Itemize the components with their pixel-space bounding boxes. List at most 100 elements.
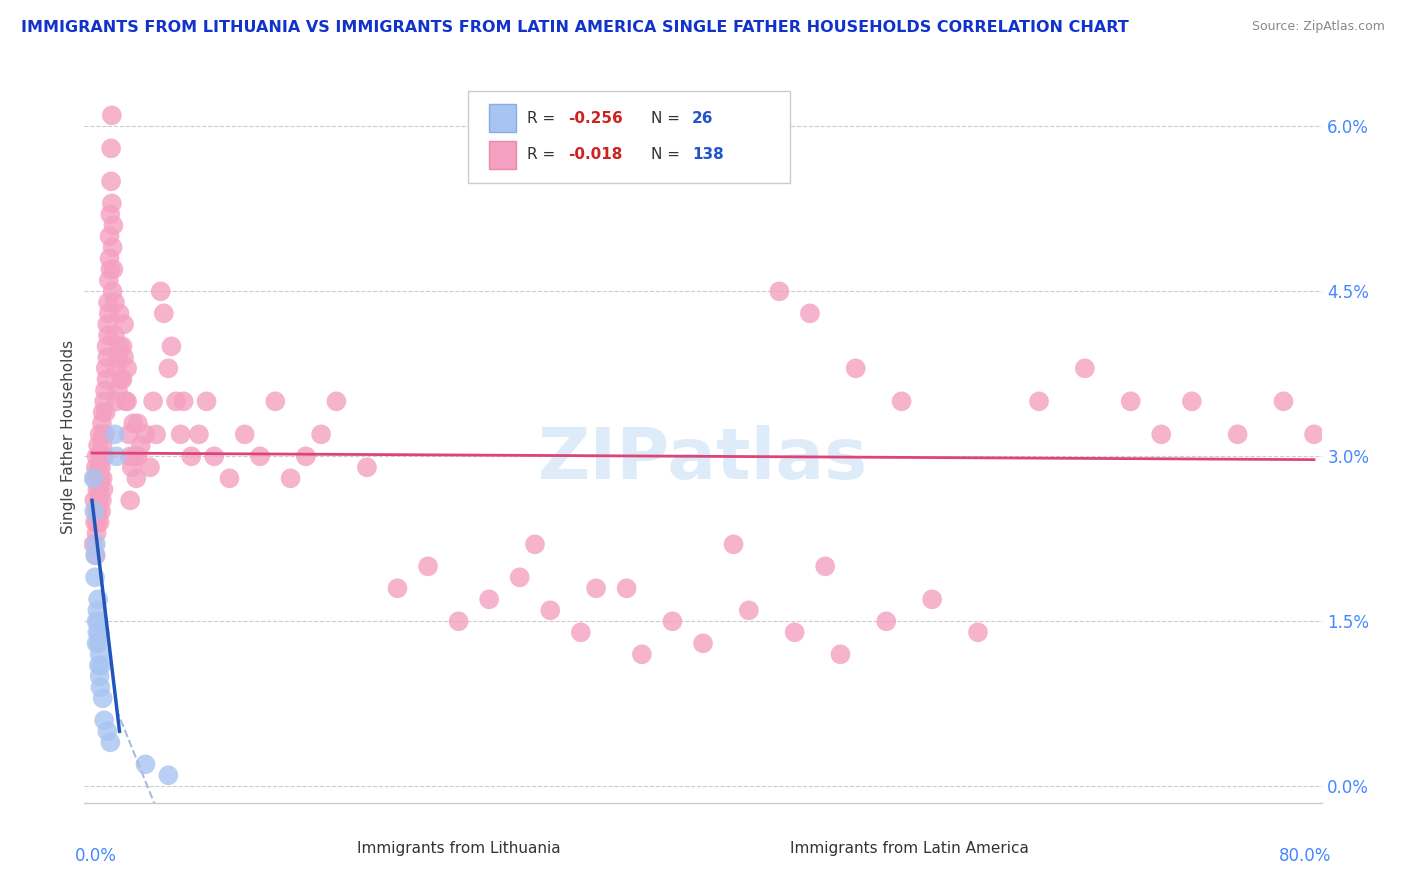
Point — [86, 625, 108, 640]
Point — [115, 394, 138, 409]
Point — [105, 394, 128, 409]
Point — [538, 603, 561, 617]
Point — [87, 504, 110, 518]
Point — [94, 361, 117, 376]
Point — [723, 537, 745, 551]
Point — [783, 625, 806, 640]
Point — [218, 471, 240, 485]
Point — [523, 537, 546, 551]
Text: Immigrants from Latin America: Immigrants from Latin America — [790, 841, 1028, 856]
Point — [90, 417, 112, 431]
Point — [90, 460, 112, 475]
Point — [91, 405, 114, 419]
Text: Immigrants from Lithuania: Immigrants from Lithuania — [357, 841, 560, 856]
Point — [89, 427, 111, 442]
Point — [1272, 394, 1295, 409]
Point — [108, 339, 131, 353]
Point — [202, 450, 225, 464]
Point — [107, 351, 129, 365]
Point — [98, 207, 121, 221]
Point — [84, 549, 107, 563]
Point — [661, 615, 683, 629]
Point — [799, 306, 821, 320]
Text: R =: R = — [527, 147, 561, 162]
Point — [97, 328, 120, 343]
Point — [86, 615, 108, 629]
Point — [100, 141, 122, 155]
Point — [107, 384, 129, 398]
Point — [97, 306, 120, 320]
Point — [692, 636, 714, 650]
Point — [105, 450, 128, 464]
Point — [160, 339, 183, 353]
Point — [89, 681, 111, 695]
Point — [84, 460, 107, 475]
Point — [97, 295, 120, 310]
Point — [86, 636, 108, 650]
Point — [325, 394, 347, 409]
Point — [86, 483, 108, 497]
Point — [134, 757, 156, 772]
Point — [152, 306, 174, 320]
Point — [165, 394, 187, 409]
Point — [93, 427, 115, 442]
Point — [90, 504, 112, 518]
Point — [87, 471, 110, 485]
Point — [157, 768, 180, 782]
Point — [1028, 394, 1050, 409]
Point — [89, 483, 111, 497]
Text: N =: N = — [651, 111, 685, 126]
Point — [97, 273, 120, 287]
Point — [84, 516, 107, 530]
Point — [83, 537, 105, 551]
Point — [309, 427, 332, 442]
Text: -0.256: -0.256 — [568, 111, 623, 126]
Point — [105, 361, 128, 376]
Point — [509, 570, 531, 584]
Point — [87, 438, 110, 452]
Point — [112, 318, 135, 332]
Point — [84, 537, 107, 551]
Point — [631, 648, 654, 662]
Point — [87, 615, 110, 629]
Text: ZIPatlas: ZIPatlas — [538, 425, 868, 493]
Point — [91, 438, 114, 452]
Point — [96, 724, 118, 739]
Point — [180, 450, 202, 464]
Point — [127, 450, 149, 464]
Point — [86, 450, 108, 464]
Point — [921, 592, 943, 607]
Point — [96, 351, 118, 365]
Point — [98, 735, 121, 749]
Point — [87, 493, 110, 508]
Point — [120, 493, 142, 508]
Point — [101, 108, 124, 122]
Point — [89, 625, 111, 640]
Point — [387, 582, 409, 596]
Point — [139, 460, 162, 475]
Y-axis label: Single Father Households: Single Father Households — [60, 340, 76, 534]
Point — [94, 384, 117, 398]
Point — [1150, 427, 1173, 442]
FancyBboxPatch shape — [468, 91, 790, 183]
Point — [98, 229, 121, 244]
Point — [1074, 361, 1097, 376]
Point — [145, 427, 167, 442]
Point — [157, 361, 180, 376]
Point — [115, 361, 138, 376]
Point — [142, 394, 165, 409]
Point — [768, 285, 790, 299]
Point — [616, 582, 638, 596]
Point — [89, 669, 111, 683]
Text: 138: 138 — [692, 147, 724, 162]
Text: 0.0%: 0.0% — [75, 847, 117, 864]
Point — [89, 648, 111, 662]
Point — [1181, 394, 1204, 409]
Point — [280, 471, 302, 485]
Point — [84, 570, 107, 584]
Point — [104, 328, 127, 343]
Point — [122, 417, 145, 431]
Point — [90, 493, 112, 508]
Point — [100, 174, 122, 188]
Text: Source: ZipAtlas.com: Source: ZipAtlas.com — [1251, 20, 1385, 33]
